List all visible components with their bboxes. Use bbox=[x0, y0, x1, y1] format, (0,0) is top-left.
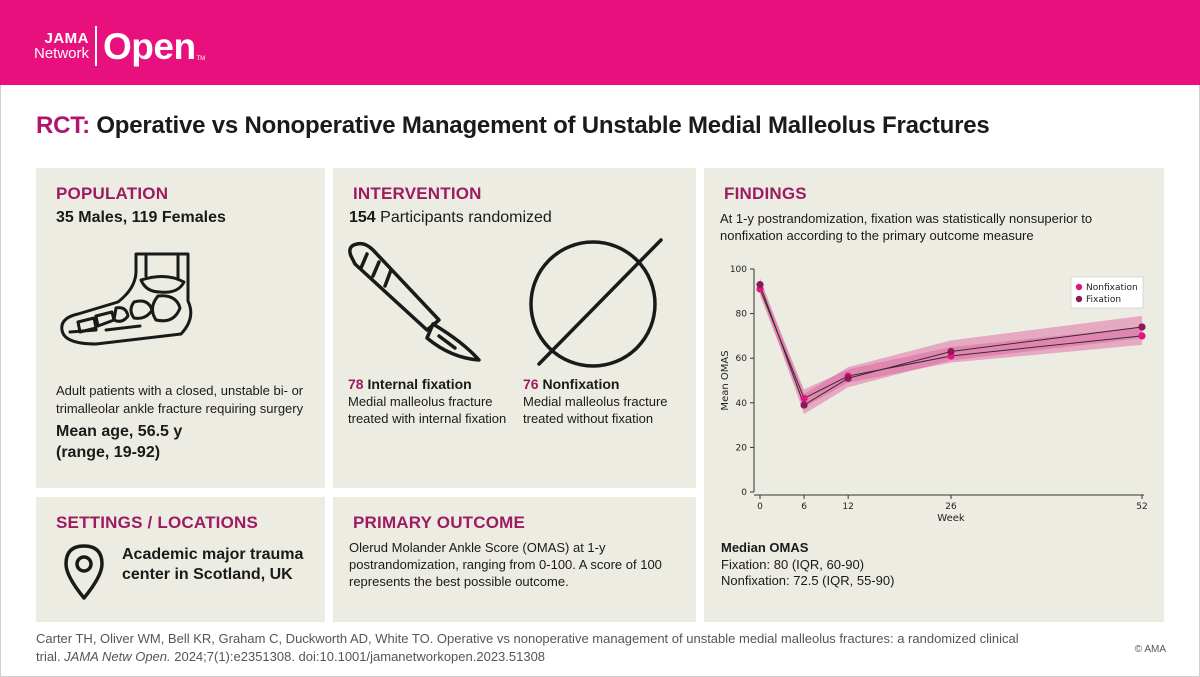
y-tick-label: 40 bbox=[736, 399, 748, 409]
data-point-fixation bbox=[800, 401, 808, 409]
data-point-fixation bbox=[844, 374, 852, 382]
citation-text: Carter TH, Oliver WM, Bell KR, Graham C,… bbox=[36, 631, 1019, 664]
omas-line-chart: 0 20 40 60 80 100 0 6 12 26 52 Week Mean OMAS Nonfixa… bbox=[720, 265, 1148, 524]
ankle-bones-icon bbox=[60, 252, 193, 346]
legend-label-fixation: Fixation bbox=[1086, 295, 1121, 305]
population-heading: POPULATION bbox=[56, 184, 169, 203]
no-fixation-icon bbox=[529, 238, 663, 368]
age-mean: Mean age, 56.5 y bbox=[56, 423, 183, 440]
arm-nonfixation-title: 76 Nonfixation bbox=[523, 376, 619, 392]
median-fixation: Fixation: 80 (IQR, 60-90) bbox=[721, 557, 865, 572]
findings-heading: FINDINGS bbox=[724, 184, 807, 203]
logo-left: JAMA Network bbox=[34, 31, 89, 61]
x-axis-title: Week bbox=[937, 513, 965, 524]
header-banner: JAMA Network Open TM bbox=[0, 0, 1200, 85]
copyright: © AMA bbox=[1134, 644, 1166, 655]
scalpel-icon bbox=[348, 241, 481, 362]
intervention-subtitle: 154 Participants randomized bbox=[349, 209, 552, 227]
logo-divider bbox=[95, 26, 98, 66]
population-subtitle: 35 Males, 119 Females bbox=[56, 209, 226, 226]
logo-trademark: TM bbox=[196, 56, 206, 62]
data-point-fixation bbox=[947, 347, 955, 356]
arm-internal-fixation-title: 78 Internal fixation bbox=[348, 376, 472, 392]
primary-outcome-panel: PRIMARY OUTCOME Olerud Molander Ankle Sc… bbox=[333, 497, 696, 622]
arm1-count: 78 bbox=[348, 376, 364, 392]
title-main: Operative vs Nonoperative Management of … bbox=[96, 112, 990, 139]
title-prefix: RCT: bbox=[36, 112, 90, 139]
y-axis-title: Mean OMAS bbox=[720, 350, 731, 410]
ci-band-fixation bbox=[760, 277, 1142, 414]
y-tick-label: 20 bbox=[736, 443, 748, 453]
intervention-heading: INTERVENTION bbox=[353, 184, 482, 203]
citation-journal: JAMA Netw Open. bbox=[64, 649, 171, 664]
y-tick-label: 0 bbox=[741, 488, 747, 498]
legend-marker-nonfixation bbox=[1075, 283, 1083, 291]
logo-open: Open bbox=[103, 25, 196, 67]
arm2-description: Medial malleolus fracture treated withou… bbox=[523, 394, 668, 426]
settings-heading: SETTINGS / LOCATIONS bbox=[56, 513, 259, 532]
data-point-nonfixation bbox=[800, 394, 808, 402]
participant-count: 154 bbox=[349, 209, 376, 226]
legend-box bbox=[1070, 276, 1144, 309]
legend-label-nonfixation: Nonfixation bbox=[1086, 283, 1138, 293]
outcome-text: Olerud Molander Ankle Score (OMAS) at 1-… bbox=[349, 540, 662, 589]
arm2-count: 76 bbox=[523, 376, 539, 392]
intervention-panel: INTERVENTION 154 Participants randomized… bbox=[333, 168, 696, 488]
median-nonfixation: Nonfixation: 72.5 (IQR, 55-90) bbox=[721, 573, 895, 588]
x-tick-label: 12 bbox=[842, 502, 853, 512]
y-tick-label: 100 bbox=[730, 265, 747, 275]
x-tick-label: 52 bbox=[1136, 502, 1147, 512]
jama-network-open-logo: JAMA Network Open TM bbox=[34, 24, 205, 68]
population-panel: POPULATION 35 Males, 119 Females Adult p… bbox=[36, 168, 325, 488]
age-range: (range, 19-92) bbox=[56, 444, 161, 461]
arm2-label: Nonfixation bbox=[538, 376, 620, 392]
participant-label: Participants randomized bbox=[375, 209, 552, 226]
x-tick-label: 6 bbox=[801, 502, 807, 512]
data-point-fixation bbox=[1138, 323, 1146, 331]
median-omas-title: Median OMAS bbox=[721, 540, 809, 555]
logo-jama: JAMA bbox=[44, 30, 90, 47]
x-tick-label: 0 bbox=[757, 502, 763, 512]
settings-panel: SETTINGS / LOCATIONS Academic major trau… bbox=[36, 497, 325, 622]
legend-marker-fixation bbox=[1075, 295, 1083, 303]
data-point-nonfixation bbox=[1138, 332, 1146, 340]
outcome-heading: PRIMARY OUTCOME bbox=[353, 513, 526, 532]
arm1-label: Internal fixation bbox=[363, 376, 472, 392]
citation-rest: 2024;7(1):e2351308. doi:10.1001/jamanetw… bbox=[170, 649, 546, 664]
population-description: Adult patients with a closed, unstable b… bbox=[56, 383, 304, 416]
findings-panel: FINDINGS At 1-y postrandomization, fixat… bbox=[704, 168, 1164, 622]
y-tick-label: 60 bbox=[736, 354, 748, 364]
population-age: Mean age, 56.5 y (range, 19-92) bbox=[56, 421, 318, 463]
data-point-fixation bbox=[756, 281, 764, 289]
logo-network: Network bbox=[34, 45, 90, 62]
page-title: RCT: Operative vs Nonoperative Managemen… bbox=[36, 112, 990, 140]
arm1-description: Medial malleolus fracture treated with i… bbox=[348, 394, 507, 426]
findings-text: At 1-y postrandomization, fixation was s… bbox=[720, 211, 1093, 243]
y-tick-label: 80 bbox=[736, 310, 748, 320]
x-tick-label: 26 bbox=[945, 502, 957, 512]
settings-text: Academic major trauma center in Scotland… bbox=[122, 546, 304, 583]
citation: Carter TH, Oliver WM, Bell KR, Graham C,… bbox=[36, 630, 1036, 666]
location-pin-icon bbox=[64, 544, 104, 600]
